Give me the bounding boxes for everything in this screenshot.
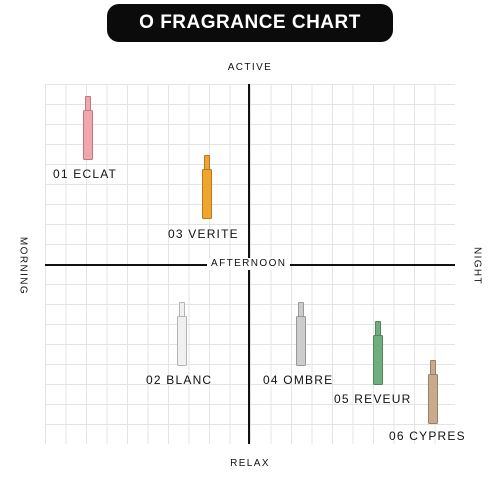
chart-title: O FRAGRANCE CHART	[107, 4, 393, 42]
vial-eclat	[83, 96, 93, 160]
fragrance-label-reveur: 05 REVEUR	[334, 392, 412, 406]
fragrance-label-cypres: 06 CYPRES	[389, 429, 466, 443]
vial-ombre	[296, 302, 306, 366]
fragrance-label-ombre: 04 OMBRE	[263, 373, 334, 387]
vial-body	[177, 316, 187, 366]
vial-body	[296, 316, 306, 366]
fragrance-label-blanc: 02 BLANC	[146, 373, 213, 387]
fragrance-label-eclat: 01 ECLAT	[53, 167, 118, 181]
vial-reveur	[373, 321, 383, 385]
vial-body	[83, 110, 93, 160]
vial-body	[428, 374, 438, 424]
vial-verite	[202, 155, 212, 219]
vial-cypres	[428, 360, 438, 424]
vial-body	[373, 335, 383, 385]
axis-label-night: NIGHT	[471, 246, 483, 286]
axis-label-morning: MORNING	[17, 236, 29, 296]
axis-label-afternoon: AFTERNOON	[207, 258, 291, 270]
vial-blanc	[177, 302, 187, 366]
fragrance-label-verite: 03 VERITE	[168, 227, 239, 241]
axis-label-active: ACTIVE	[227, 62, 273, 73]
vial-body	[202, 169, 212, 219]
axis-label-relax: RELAX	[230, 458, 270, 469]
